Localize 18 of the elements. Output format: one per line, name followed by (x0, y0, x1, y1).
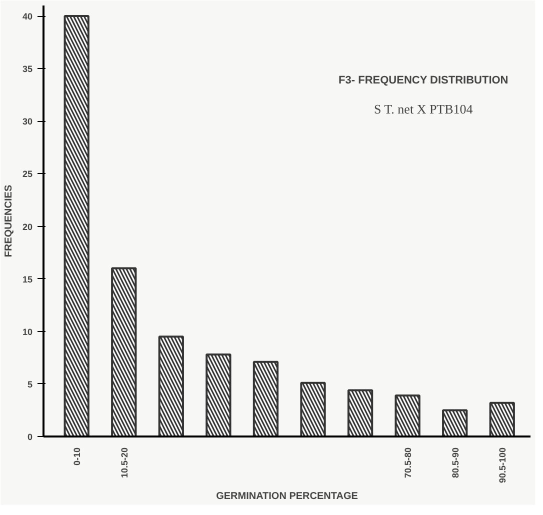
x-tick-label: 10.5-20 (119, 447, 130, 478)
x-tick-label: 0-10 (72, 448, 82, 466)
x-tick-label: 80.5-90 (450, 447, 460, 478)
y-tick-label: 20 (22, 222, 33, 232)
text: F3- FREQUENCY DISTRIBUTION (338, 74, 508, 86)
y-tick-label: 35 (22, 64, 33, 74)
y-tick-label: 5 (27, 379, 33, 390)
x-tick-label: 90.5-100 (498, 448, 508, 484)
y-tick-label: 25 (22, 169, 33, 180)
x-axis-title: GERMINATION PERCENTAGE (216, 491, 358, 502)
y-tick-label: 15 (22, 274, 33, 284)
y-axis-title: FREQUENCIES (3, 184, 14, 258)
y-tick-label: 10 (22, 326, 33, 337)
y-tick-label: 40 (22, 12, 33, 22)
x-tick-label: 70.5-80 (403, 447, 414, 478)
y-tick-label: 0 (27, 432, 33, 442)
text: S T. net X PTB104 (374, 102, 474, 116)
y-tick-label: 30 (22, 116, 33, 127)
